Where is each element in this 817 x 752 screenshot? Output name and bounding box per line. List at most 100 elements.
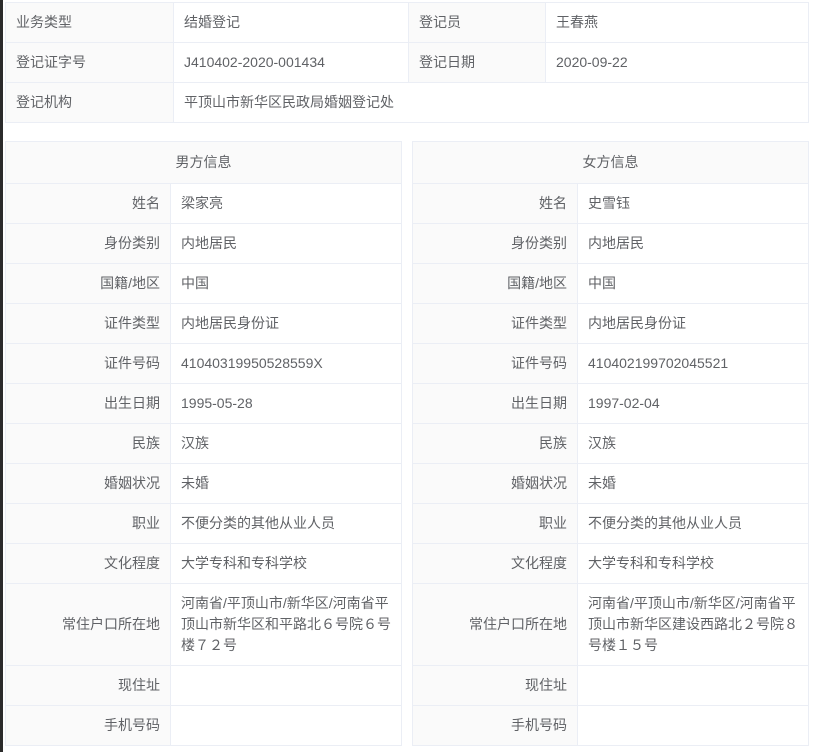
male-phone-label: 手机号码 (5, 705, 171, 746)
female-marital-status-label: 婚姻状况 (412, 463, 578, 504)
table-row: 国籍/地区 中国 (412, 263, 809, 304)
female-id-type-label: 证件类型 (412, 303, 578, 344)
table-row: 登记证字号 J410402-2020-001434 登记日期 2020-09-2… (5, 42, 809, 83)
female-nationality-value: 中国 (577, 263, 809, 304)
table-row: 文化程度 大学专科和专科学校 (5, 543, 402, 584)
party-panels: 男方信息 姓名 梁家亮 身份类别 内地居民 国籍/地区 中国 (5, 141, 809, 746)
male-nationality-label: 国籍/地区 (5, 263, 171, 304)
table-row: 民族 汉族 (5, 423, 402, 464)
male-education-label: 文化程度 (5, 543, 171, 584)
table-row: 婚姻状况 未婚 (5, 463, 402, 504)
female-occupation-value: 不便分类的其他从业人员 (577, 503, 809, 544)
female-household-address-value: 河南省/平顶山市/新华区/河南省平顶山市新华区建设西路北２号院８号楼１５号 (577, 583, 809, 666)
male-birthdate-value: 1995-05-28 (170, 383, 402, 424)
registrar-value: 王春燕 (545, 2, 809, 43)
table-row: 证件号码 41040319950528559X (5, 343, 402, 384)
male-occupation-value: 不便分类的其他从业人员 (170, 503, 402, 544)
male-phone-value (170, 705, 402, 746)
table-row: 男方信息 (5, 141, 402, 184)
registration-agency-label: 登记机构 (5, 82, 174, 123)
business-type-label: 业务类型 (5, 2, 174, 43)
female-id-number-value: 410402199702045521 (577, 343, 809, 384)
male-info-panel: 男方信息 姓名 梁家亮 身份类别 内地居民 国籍/地区 中国 (5, 141, 402, 746)
registrar-label: 登记员 (408, 2, 546, 43)
male-marital-status-value: 未婚 (170, 463, 402, 504)
female-identity-type-label: 身份类别 (412, 223, 578, 264)
female-phone-label: 手机号码 (412, 705, 578, 746)
male-id-type-value: 内地居民身份证 (170, 303, 402, 344)
male-occupation-label: 职业 (5, 503, 171, 544)
table-row: 证件号码 410402199702045521 (412, 343, 809, 384)
male-education-value: 大学专科和专科学校 (170, 543, 402, 584)
male-identity-type-value: 内地居民 (170, 223, 402, 264)
table-row: 证件类型 内地居民身份证 (412, 303, 809, 344)
female-name-label: 姓名 (412, 183, 578, 224)
female-ethnicity-label: 民族 (412, 423, 578, 464)
male-info-table: 男方信息 姓名 梁家亮 身份类别 内地居民 国籍/地区 中国 (5, 141, 402, 746)
table-row: 现住址 (412, 665, 809, 706)
registration-agency-value: 平顶山市新华区民政局婚姻登记处 (173, 82, 809, 123)
female-education-label: 文化程度 (412, 543, 578, 584)
registration-date-value: 2020-09-22 (545, 42, 809, 83)
table-row: 常住户口所在地 河南省/平顶山市/新华区/河南省平顶山市新华区和平路北６号院６号… (5, 583, 402, 666)
table-row: 文化程度 大学专科和专科学校 (412, 543, 809, 584)
female-panel-title: 女方信息 (412, 141, 809, 184)
male-ethnicity-label: 民族 (5, 423, 171, 464)
female-education-value: 大学专科和专科学校 (577, 543, 809, 584)
male-current-address-label: 现住址 (5, 665, 171, 706)
male-id-number-label: 证件号码 (5, 343, 171, 384)
table-row: 登记机构 平顶山市新华区民政局婚姻登记处 (5, 82, 809, 123)
female-name-value: 史雪钰 (577, 183, 809, 224)
table-row: 姓名 史雪钰 (412, 183, 809, 224)
female-occupation-label: 职业 (412, 503, 578, 544)
table-row: 职业 不便分类的其他从业人员 (412, 503, 809, 544)
male-id-type-label: 证件类型 (5, 303, 171, 344)
table-row: 手机号码 (412, 705, 809, 746)
female-marital-status-value: 未婚 (577, 463, 809, 504)
female-household-address-label: 常住户口所在地 (412, 583, 578, 666)
table-row: 手机号码 (5, 705, 402, 746)
table-row: 出生日期 1997-02-04 (412, 383, 809, 424)
registration-date-label: 登记日期 (408, 42, 546, 83)
female-current-address-value (577, 665, 809, 706)
male-current-address-value (170, 665, 402, 706)
table-row: 婚姻状况 未婚 (412, 463, 809, 504)
female-id-type-value: 内地居民身份证 (577, 303, 809, 344)
female-ethnicity-value: 汉族 (577, 423, 809, 464)
female-current-address-label: 现住址 (412, 665, 578, 706)
table-row: 身份类别 内地居民 (5, 223, 402, 264)
left-edge-artifact (0, 0, 3, 752)
table-row: 现住址 (5, 665, 402, 706)
female-info-panel: 女方信息 姓名 史雪钰 身份类别 内地居民 国籍/地区 中国 (412, 141, 809, 746)
female-birthdate-label: 出生日期 (412, 383, 578, 424)
registration-summary-section: 业务类型 结婚登记 登记员 王春燕 登记证字号 J410402-2020-001… (5, 2, 809, 123)
female-nationality-label: 国籍/地区 (412, 263, 578, 304)
male-nationality-value: 中国 (170, 263, 402, 304)
registration-summary-table: 业务类型 结婚登记 登记员 王春燕 登记证字号 J410402-2020-001… (5, 2, 809, 123)
table-row: 国籍/地区 中国 (5, 263, 402, 304)
table-row: 女方信息 (412, 141, 809, 184)
male-birthdate-label: 出生日期 (5, 383, 171, 424)
female-info-table: 女方信息 姓名 史雪钰 身份类别 内地居民 国籍/地区 中国 (412, 141, 809, 746)
male-marital-status-label: 婚姻状况 (5, 463, 171, 504)
male-identity-type-label: 身份类别 (5, 223, 171, 264)
table-row: 出生日期 1995-05-28 (5, 383, 402, 424)
male-panel-title: 男方信息 (5, 141, 402, 184)
business-type-value: 结婚登记 (173, 2, 409, 43)
table-row: 业务类型 结婚登记 登记员 王春燕 (5, 2, 809, 43)
table-row: 证件类型 内地居民身份证 (5, 303, 402, 344)
male-name-value: 梁家亮 (170, 183, 402, 224)
table-row: 常住户口所在地 河南省/平顶山市/新华区/河南省平顶山市新华区建设西路北２号院８… (412, 583, 809, 666)
table-row: 职业 不便分类的其他从业人员 (5, 503, 402, 544)
female-id-number-label: 证件号码 (412, 343, 578, 384)
male-household-address-label: 常住户口所在地 (5, 583, 171, 666)
female-birthdate-value: 1997-02-04 (577, 383, 809, 424)
female-phone-value (577, 705, 809, 746)
male-name-label: 姓名 (5, 183, 171, 224)
male-household-address-value: 河南省/平顶山市/新华区/河南省平顶山市新华区和平路北６号院６号楼７２号 (170, 583, 402, 666)
table-row: 姓名 梁家亮 (5, 183, 402, 224)
male-ethnicity-value: 汉族 (170, 423, 402, 464)
certificate-number-label: 登记证字号 (5, 42, 174, 83)
table-row: 身份类别 内地居民 (412, 223, 809, 264)
